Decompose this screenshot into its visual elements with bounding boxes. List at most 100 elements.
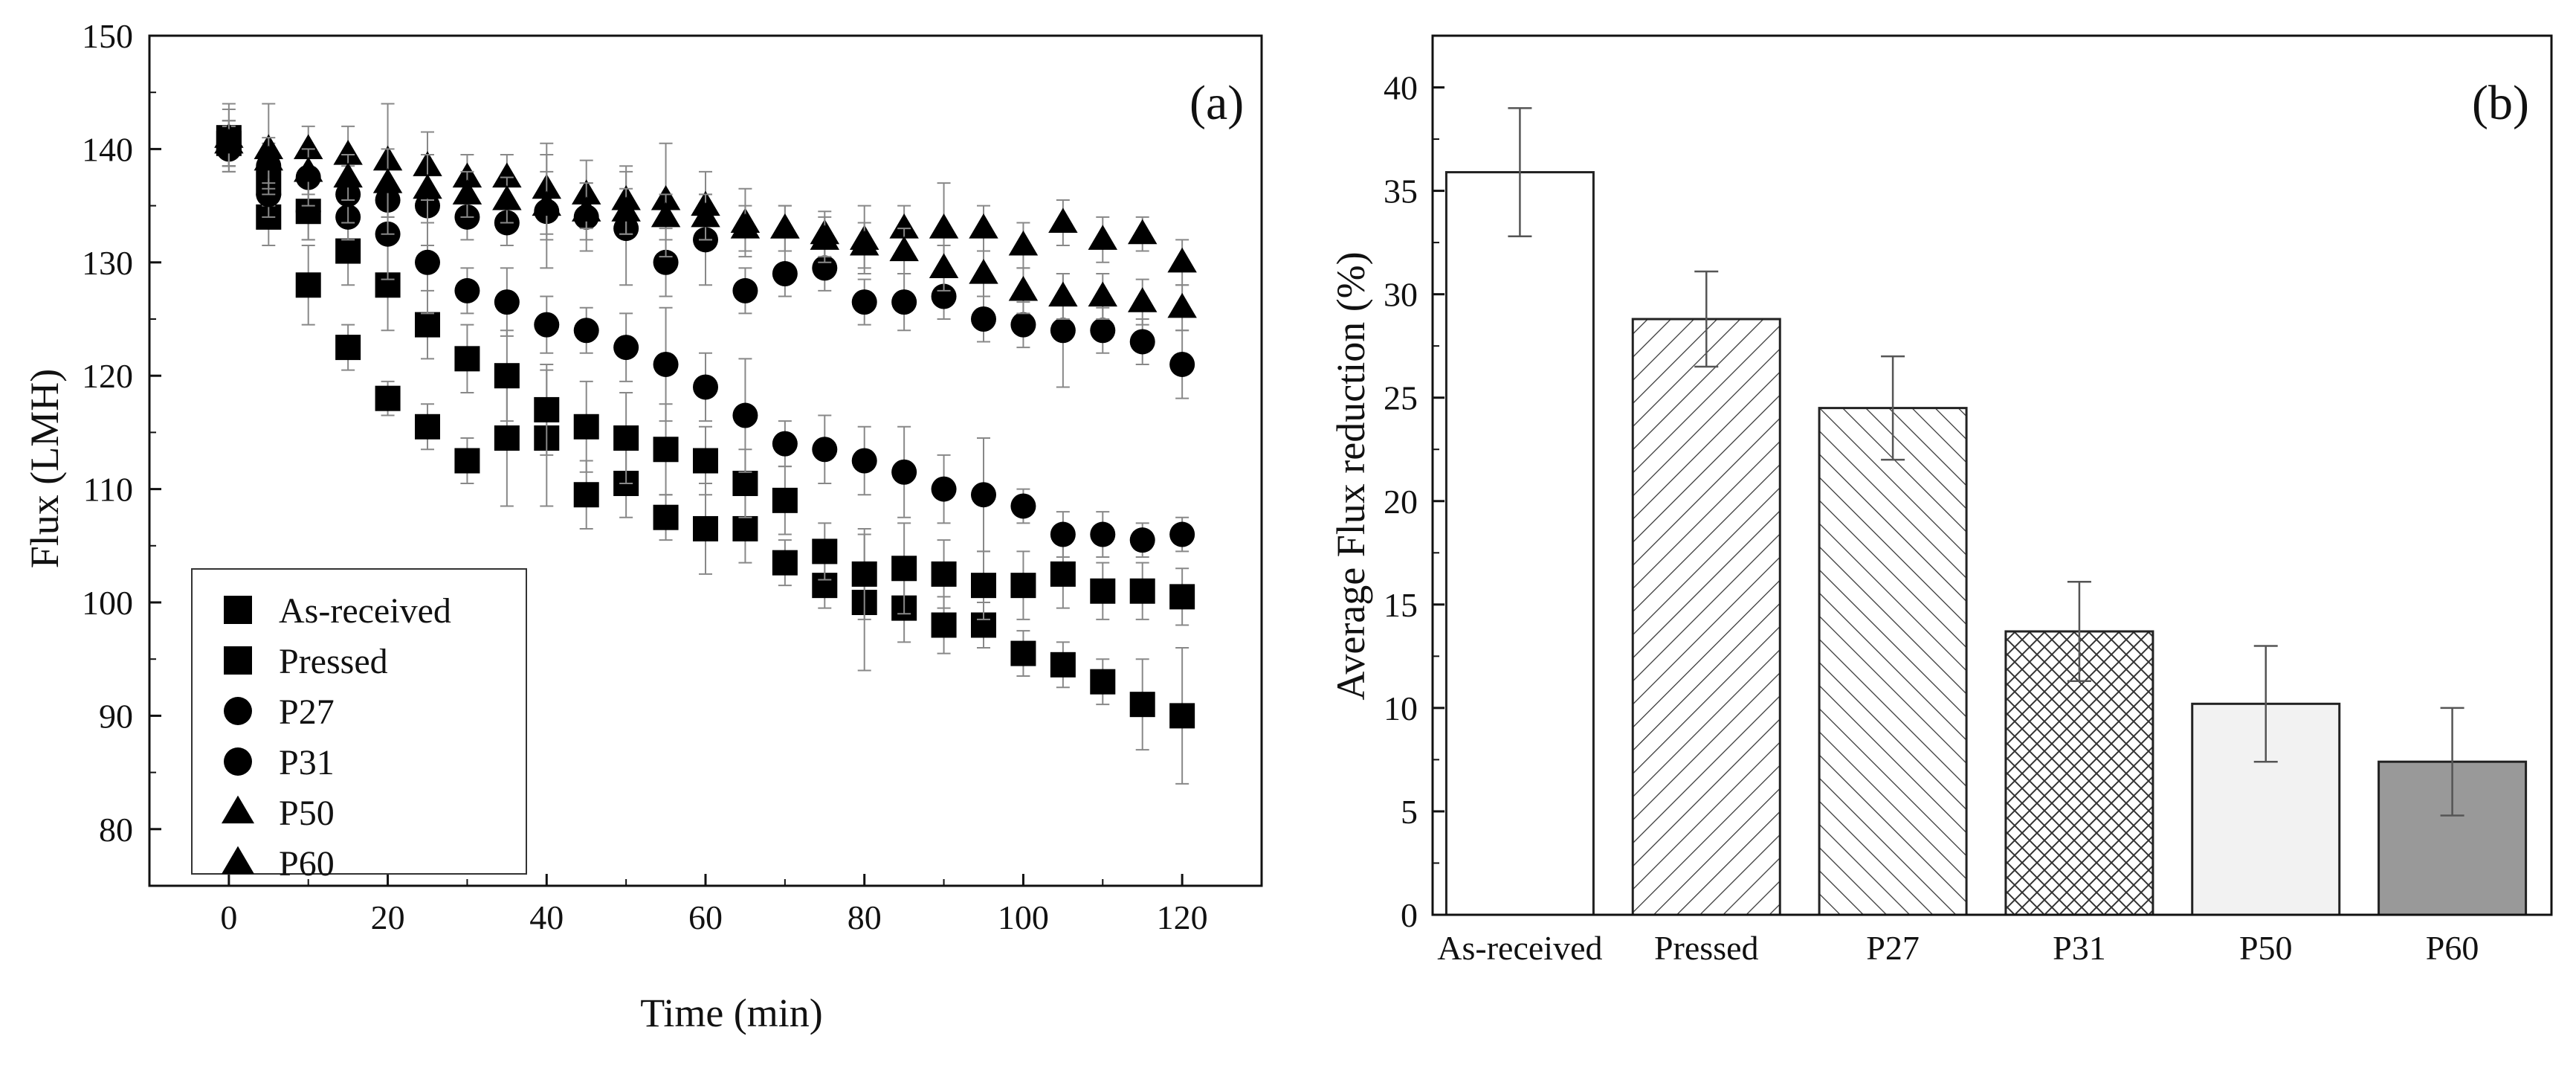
y-tick-label: 100 <box>82 584 133 622</box>
data-point <box>971 482 996 508</box>
data-point <box>254 145 284 171</box>
data-point <box>573 414 599 440</box>
series-pressed <box>216 120 1195 626</box>
data-point <box>653 437 679 463</box>
y-tick-label: 80 <box>99 811 133 849</box>
data-point <box>1127 287 1158 312</box>
data-point <box>891 459 917 485</box>
data-point <box>571 196 601 222</box>
data-point <box>971 573 996 599</box>
y-tick-label: 20 <box>1384 483 1418 521</box>
bar-as-received <box>1444 171 1595 916</box>
data-point <box>772 487 798 513</box>
data-point <box>851 289 877 315</box>
data-point <box>613 335 639 361</box>
data-point <box>534 396 560 422</box>
data-point <box>931 561 957 587</box>
data-point <box>454 346 480 372</box>
panel-b-label: (b) <box>2472 76 2529 130</box>
data-point <box>494 363 520 389</box>
data-point <box>653 504 679 530</box>
data-point <box>772 431 798 457</box>
panel-b-frame <box>1431 34 2553 916</box>
data-point <box>1167 292 1197 318</box>
data-point <box>851 561 877 587</box>
data-point <box>732 277 758 303</box>
data-point <box>1010 493 1036 519</box>
bar-pressed <box>1631 318 1781 916</box>
data-point <box>1127 219 1158 245</box>
data-point <box>732 470 758 496</box>
data-point <box>1010 312 1036 338</box>
data-point <box>492 184 522 210</box>
data-point <box>375 385 401 411</box>
legend-label: P50 <box>279 794 335 833</box>
data-point <box>691 202 720 228</box>
data-point <box>772 550 798 576</box>
data-point <box>1169 351 1195 377</box>
legend-marker <box>224 646 252 675</box>
data-point <box>969 213 998 239</box>
data-point <box>335 238 361 264</box>
panel-a-label: (a) <box>1189 76 1244 130</box>
data-point <box>1129 578 1155 604</box>
y-tick-label: 130 <box>82 244 133 282</box>
data-point <box>732 515 758 541</box>
x-tick-label: 60 <box>688 898 723 936</box>
data-point <box>889 213 919 239</box>
data-point <box>293 156 323 182</box>
panel-a: 0 20 40 60 80 100 120 80 90 100 110 120 130 140 150 (a… <box>22 17 1263 1035</box>
bar-p27 <box>1818 407 1968 916</box>
data-point <box>1129 329 1155 355</box>
data-point <box>1090 669 1116 695</box>
y-tick-label: 15 <box>1384 586 1418 624</box>
x-tick-label: As-received <box>1437 929 1602 967</box>
data-point <box>889 236 919 262</box>
data-point <box>851 448 877 474</box>
data-point <box>1010 640 1036 666</box>
data-point <box>1008 230 1039 256</box>
data-point <box>931 612 957 638</box>
data-point <box>891 556 917 582</box>
panel-b: 0 5 10 15 20 25 30 35 40 As-received Pressed P27 P31… <box>1329 34 2553 967</box>
x-tick-label: 120 <box>1157 898 1208 936</box>
legend-marker <box>221 795 255 824</box>
y-tick-label: 110 <box>83 471 133 509</box>
x-tick-label: 40 <box>529 898 564 936</box>
data-point <box>1048 281 1078 307</box>
panel-b-y-axis-title: Average Flux reduction (%) <box>1329 251 1373 700</box>
data-point <box>693 515 718 541</box>
data-point <box>452 179 482 205</box>
y-tick-label: 150 <box>82 17 133 55</box>
x-tick-label: 0 <box>220 898 237 936</box>
data-point <box>651 202 681 228</box>
data-point <box>214 128 244 154</box>
data-point <box>693 448 718 474</box>
panel-b-marks <box>1444 107 2528 916</box>
data-point <box>413 173 442 199</box>
x-tick-label: 100 <box>998 898 1049 936</box>
y-tick-label: 25 <box>1384 379 1418 417</box>
x-tick-label: P31 <box>2053 929 2106 967</box>
y-tick-label: 35 <box>1384 173 1418 210</box>
data-point <box>295 272 321 298</box>
data-point <box>969 259 998 284</box>
x-tick-label: P27 <box>1866 929 1920 967</box>
data-point <box>335 335 361 361</box>
data-point <box>415 312 440 338</box>
data-point <box>1010 573 1036 599</box>
data-point <box>454 277 480 303</box>
data-point <box>770 213 800 239</box>
data-point <box>494 425 520 451</box>
panel-a-marks <box>214 103 1197 785</box>
panel-a-axes: 0 20 40 60 80 100 120 80 90 100 110 120 130 140 150 <box>82 17 1262 936</box>
panel-a-x-axis-title: Time (min) <box>640 991 823 1035</box>
data-point <box>812 538 838 564</box>
data-point <box>1048 208 1078 234</box>
data-point <box>1050 652 1076 678</box>
data-point <box>1088 281 1118 307</box>
data-point <box>613 425 639 451</box>
y-tick-label: 40 <box>1384 69 1418 107</box>
data-point <box>1050 561 1076 587</box>
